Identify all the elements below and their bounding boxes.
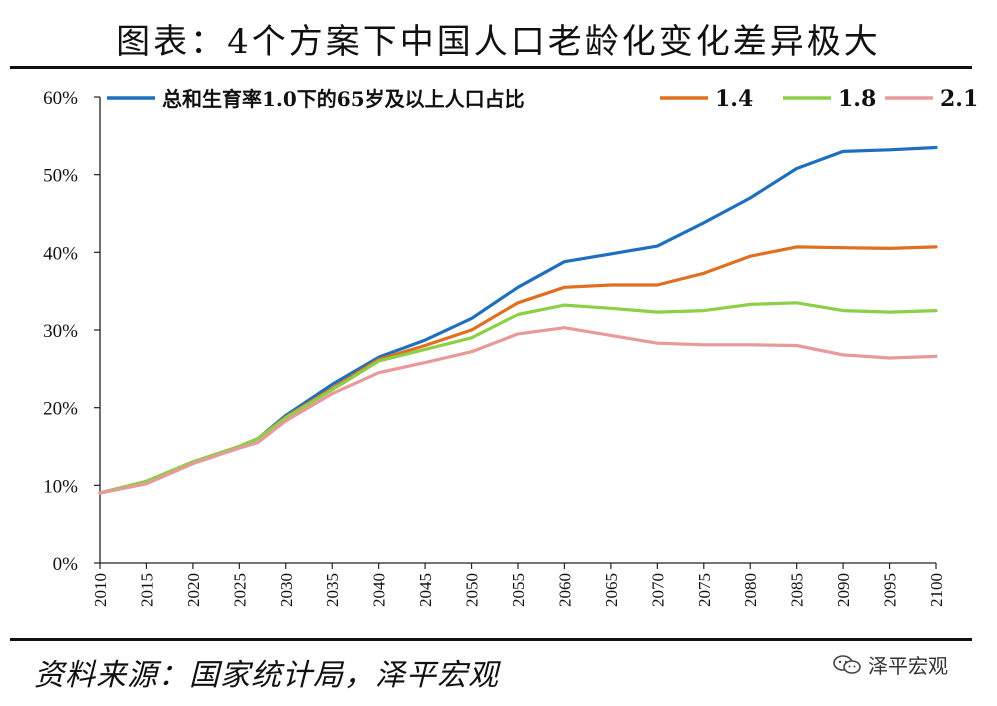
x-tick-label: 2085 [788, 573, 807, 607]
x-tick-label: 2045 [416, 573, 435, 607]
x-tick-label: 2030 [277, 573, 296, 607]
legend-label: 1.8 [838, 86, 876, 112]
y-tick-label: 50% [43, 166, 78, 187]
x-tick-label: 2010 [91, 573, 110, 607]
bottom-rule [10, 638, 972, 641]
x-tick-label: 2015 [137, 573, 156, 607]
legend-label: 总和生育率1.0下的65岁及以上人口占比 [162, 87, 525, 111]
x-tick-label: 2025 [230, 573, 249, 607]
legend-label: 1.4 [715, 86, 753, 112]
legend-label: 2.1 [940, 86, 978, 112]
series-line [98, 326, 938, 495]
y-tick-label: 30% [43, 321, 78, 342]
x-tick-label: 2080 [741, 573, 760, 607]
x-tick-label: 2035 [323, 573, 342, 607]
y-tick-label: 40% [43, 243, 78, 264]
x-tick-label: 2090 [834, 573, 853, 607]
x-tick-label: 2075 [695, 573, 714, 607]
watermark-text: 泽平宏观 [868, 654, 948, 678]
series-line [98, 245, 938, 495]
figure-title: 图表：4个方案下中国人口老龄化变化差异极大 [116, 22, 881, 62]
top-rule [10, 66, 972, 69]
series-line [98, 301, 938, 495]
line-chart: 0% 10% 20% 30% 40% 50% 60% 2010 2015 2020 2025 2030… [43, 86, 978, 607]
x-tick-label: 2020 [184, 573, 203, 607]
x-tick-label: 2070 [648, 573, 667, 607]
y-tick-label: 0% [53, 554, 79, 575]
wechat-icon [832, 654, 862, 676]
y-tick-label: 10% [43, 476, 78, 497]
x-tick-label: 2065 [602, 573, 621, 607]
y-tick-label: 20% [43, 399, 78, 420]
watermark: 泽平宏观 [832, 650, 948, 679]
x-tick-label: 2040 [370, 573, 389, 607]
x-tick-label: 2060 [555, 573, 574, 607]
x-tick-label: 2100 [927, 573, 946, 607]
source-note: 资料来源：国家统计局，泽平宏观 [34, 658, 499, 693]
x-tick-label: 2050 [463, 573, 482, 607]
x-tick-label: 2055 [509, 573, 528, 607]
series-line [98, 145, 938, 495]
x-tick-label: 2095 [881, 573, 900, 607]
y-tick-label: 60% [43, 88, 78, 109]
